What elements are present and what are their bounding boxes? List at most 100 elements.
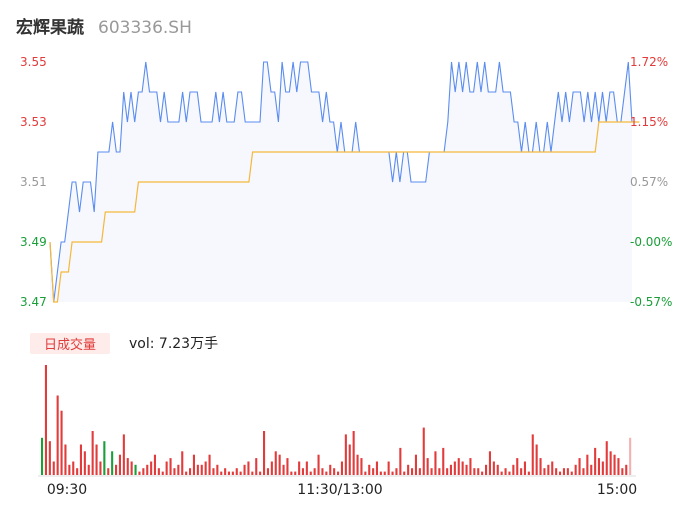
volume-bar (153, 454, 156, 475)
volume-bar (344, 434, 347, 475)
y-axis-right: 1.72% 1.15% 0.57% -0.00% -0.57% (630, 55, 672, 309)
x-tick-label: 09:30 (47, 482, 87, 498)
y-left-tick-label: 3.55 (20, 55, 47, 69)
volume-bar (274, 451, 277, 475)
volume-legend-label: 日成交量 (43, 338, 96, 353)
price-line (49, 61, 633, 303)
volume-bar (44, 365, 47, 475)
volume-bar (442, 447, 445, 475)
volume-bar (457, 458, 460, 475)
volume-bar (333, 468, 336, 475)
volume-bar (539, 458, 542, 475)
volume-bar (356, 454, 359, 475)
volume-bar (375, 461, 378, 475)
volume-bar (122, 434, 125, 475)
volume-bar (523, 461, 526, 475)
volume-bar (414, 454, 417, 475)
volume-bar (461, 461, 464, 475)
volume-bar (263, 431, 266, 475)
volume-bar (520, 468, 523, 475)
x-tick-label: 15:00 (597, 482, 637, 498)
y-left-tick-label: 3.49 (20, 235, 47, 249)
volume-bar (555, 468, 558, 475)
volume-bar (60, 410, 63, 475)
volume-bar (562, 468, 565, 475)
volume-bar (227, 471, 230, 475)
volume-bar (477, 468, 480, 475)
volume-bar (224, 468, 227, 475)
volume-bar (161, 471, 164, 475)
volume-bar (411, 468, 414, 475)
volume-bar (601, 461, 604, 475)
volume-bar (625, 464, 628, 475)
volume-bar (169, 458, 172, 475)
volume-bar (387, 461, 390, 475)
volume-bar (609, 451, 612, 475)
volume-bar (590, 464, 593, 475)
volume-bar (574, 464, 577, 475)
volume-bar (165, 461, 168, 475)
volume-bar (566, 468, 569, 475)
volume-bar (68, 464, 71, 475)
volume-bar (481, 471, 484, 475)
volume-bar (512, 464, 515, 475)
volume-bar (504, 468, 507, 475)
volume-bar (76, 468, 79, 475)
volume-bar (325, 471, 328, 475)
volume-bar (305, 461, 308, 475)
volume-bar (383, 471, 386, 475)
volume-bar (208, 454, 211, 475)
volume-bar (399, 447, 402, 475)
volume-bar (403, 471, 406, 475)
volume-bar (99, 461, 102, 475)
y-right-tick-label: 0.57% (630, 175, 668, 189)
volume-bar (270, 461, 273, 475)
y-left-tick-label: 3.51 (20, 175, 47, 189)
volume-bar (329, 464, 332, 475)
volume-bar (278, 454, 281, 475)
volume-bar (204, 461, 207, 475)
volume-bar (348, 444, 351, 475)
stock-name: 宏辉果蔬 (16, 18, 84, 38)
volume-bar (340, 461, 343, 475)
volume-bar (177, 464, 180, 475)
volume-bar (192, 454, 195, 475)
volume-bar (446, 468, 449, 475)
volume-legend-badge: 日成交量 (30, 333, 110, 354)
volume-bar (189, 468, 192, 475)
volume-bar (582, 468, 585, 475)
volume-bar (465, 464, 468, 475)
volume-bar (48, 441, 51, 475)
volume-bar (418, 468, 421, 475)
price-lines (49, 61, 640, 303)
volume-bar (243, 464, 246, 475)
volume-bar (594, 447, 597, 475)
volume-bar (426, 458, 429, 475)
volume-bar (87, 464, 90, 475)
volume-bar (212, 468, 215, 475)
volume-bar (597, 458, 600, 475)
y-left-tick-label: 3.47 (20, 295, 47, 309)
volume-bar (107, 468, 110, 475)
volume-bar (321, 468, 324, 475)
stock-code: 603336.SH (98, 18, 192, 38)
volume-bar (64, 444, 67, 475)
volume-bar (146, 464, 149, 475)
x-axis: 09:30 11:30/13:00 15:00 (38, 475, 637, 498)
volume-bar (395, 468, 398, 475)
volume-bar (173, 468, 176, 475)
volume-bar (407, 464, 410, 475)
volume-bar (430, 468, 433, 475)
volume-bar (290, 471, 293, 475)
volume-bar (434, 451, 437, 475)
volume-bar (469, 458, 472, 475)
volume-bar (368, 464, 371, 475)
volume-bar (516, 458, 519, 475)
volume-bar (235, 468, 238, 475)
x-tick-label: 11:30/13:00 (297, 482, 382, 498)
y-right-tick-label: -0.00% (630, 235, 672, 249)
volume-bar (111, 451, 114, 475)
volume-bar (255, 458, 258, 475)
volume-bar (586, 454, 589, 475)
